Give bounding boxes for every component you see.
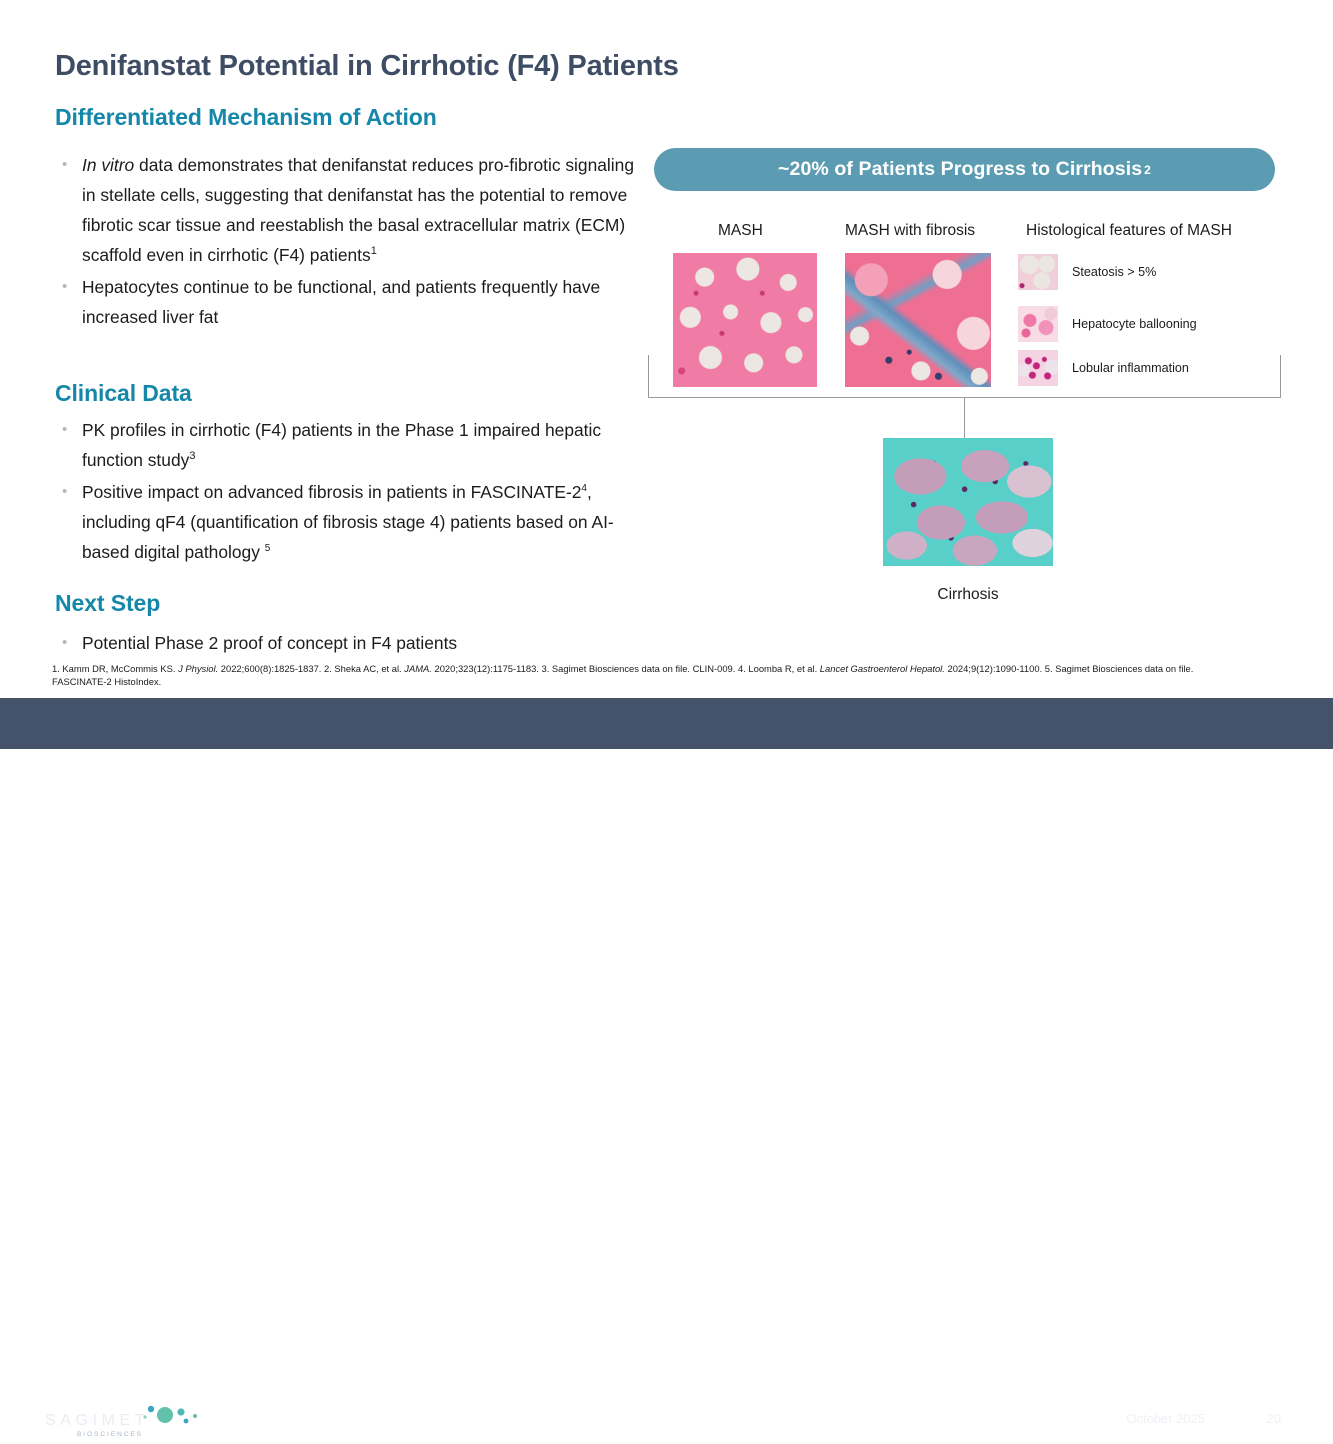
footnote-journal: JAMA. — [404, 663, 432, 674]
footnote-ref: 3 — [189, 450, 196, 463]
bullet-list-next-step: • Potential Phase 2 proof of concept in F… — [55, 628, 640, 660]
footnote-part: 2022;600(8):1825-1837. 2. Sheka AC, et a… — [218, 663, 405, 674]
histology-texture — [673, 253, 817, 387]
page-title: Denifanstat Potential in Cirrhotic (F4) … — [55, 50, 679, 82]
footnote-ref: 1 — [370, 245, 377, 258]
footer-date: October 2025 — [1126, 1411, 1205, 1426]
histology-image-mash — [673, 253, 817, 387]
logo-wordmark: SAGIMET — [45, 1412, 150, 1429]
bullet-list-clinical-data: • PK profiles in cirrhotic (F4) patients … — [55, 415, 640, 569]
histology-texture — [845, 253, 991, 387]
bullet-text-b: , including qF4 (quantification of fibro… — [82, 482, 614, 562]
footer-page-number: 20 — [1266, 1411, 1281, 1426]
footnote-part: 2020;323(12):1175-1183. 3. Sagimet Biosc… — [431, 663, 820, 674]
list-item: • In vitro data demonstrates that denifan… — [55, 150, 640, 270]
footnote-ref: 5 — [264, 543, 271, 555]
bullet-text: PK profiles in cirrhotic (F4) patients i… — [82, 420, 602, 470]
bracket-right-line — [1280, 355, 1281, 398]
histology-thumbnail-ballooning — [1018, 306, 1058, 342]
progression-banner: ~20% of Patients Progress to Cirrhosis 2 — [654, 148, 1275, 191]
feature-label: Lobular inflammation — [1072, 361, 1189, 375]
list-item: • Hepatocytes continue to be functional, … — [55, 272, 640, 332]
slide-canvas: Denifanstat Potential in Cirrhotic (F4) … — [0, 50, 1333, 1438]
section-heading-next-step: Next Step — [55, 590, 161, 616]
histology-image-cirrhosis — [883, 438, 1053, 566]
banner-text: ~20% of Patients Progress to Cirrhosis — [778, 158, 1143, 180]
bullet-dot-icon: • — [62, 421, 68, 438]
slide-footer: SAGIMET BIOSCIENCES October 2025 20 — [0, 698, 1333, 1438]
bullet-dot-icon: • — [62, 156, 68, 173]
histology-texture — [1018, 350, 1058, 386]
bullet-list-mechanism-of-action: • In vitro data demonstrates that denifan… — [55, 150, 640, 334]
histology-texture — [1018, 306, 1058, 342]
section-heading-clinical-data: Clinical Data — [55, 380, 192, 406]
feature-row: Steatosis > 5% — [1018, 254, 1156, 290]
bullet-lead-italic: In vitro — [82, 155, 135, 175]
footnote-journal: J Physiol. — [178, 663, 219, 674]
feature-label: Steatosis > 5% — [1072, 265, 1157, 279]
footnote-part: 1. Kamm DR, McCommis KS. — [52, 663, 179, 674]
column-label-mash-with-fibrosis: MASH with fibrosis — [845, 222, 976, 239]
bullet-dot-icon: • — [62, 634, 68, 651]
bracket-left-line — [648, 355, 649, 398]
bullet-text: Potential Phase 2 proof of concept in F4… — [82, 633, 458, 653]
histology-thumbnail-lobular-inflammation — [1018, 350, 1058, 386]
histology-texture — [1018, 254, 1058, 290]
histology-thumbnail-steatosis — [1018, 254, 1058, 290]
bullet-text: Hepatocytes continue to be functional, a… — [82, 277, 601, 327]
histology-image-mash-with-fibrosis — [845, 253, 991, 387]
list-item: • Potential Phase 2 proof of concept in F… — [55, 628, 640, 658]
list-item: • Positive impact on advanced fibrosis in… — [55, 477, 640, 567]
histology-texture — [883, 438, 1053, 566]
logo-dots-icon — [143, 1405, 197, 1424]
sagimet-logo: SAGIMET BIOSCIENCES — [45, 1404, 225, 1444]
footnote-ref: 4 — [581, 483, 587, 495]
section-heading-mechanism-of-action: Differentiated Mechanism of Action — [55, 104, 437, 130]
column-label-mash: MASH — [718, 222, 763, 239]
outcome-label-cirrhosis: Cirrhosis — [937, 586, 999, 603]
bracket-connector-line — [964, 397, 965, 438]
bullet-dot-icon: • — [62, 278, 68, 295]
footnotes: 1. Kamm DR, McCommis KS. J Physiol. 2022… — [52, 662, 1232, 688]
bullet-text: data demonstrates that denifanstat reduc… — [82, 155, 634, 265]
list-item: • PK profiles in cirrhotic (F4) patients … — [55, 415, 640, 475]
bullet-text-a: Positive impact on advanced fibrosis in … — [82, 482, 582, 502]
logo-tagline: BIOSCIENCES — [77, 1431, 143, 1438]
bullet-dot-icon: • — [62, 483, 68, 500]
feature-label: Hepatocyte ballooning — [1072, 317, 1197, 331]
footnote-part: 2024;9(12):1090-1100. 5. Sagimet Bioscie… — [52, 663, 1194, 687]
feature-row: Hepatocyte ballooning — [1018, 306, 1197, 342]
feature-row: Lobular inflammation — [1018, 350, 1189, 386]
footnote-journal: Lancet Gastroenterol Hepatol. — [819, 663, 945, 674]
column-label-histological-features: Histological features of MASH — [1026, 222, 1232, 239]
